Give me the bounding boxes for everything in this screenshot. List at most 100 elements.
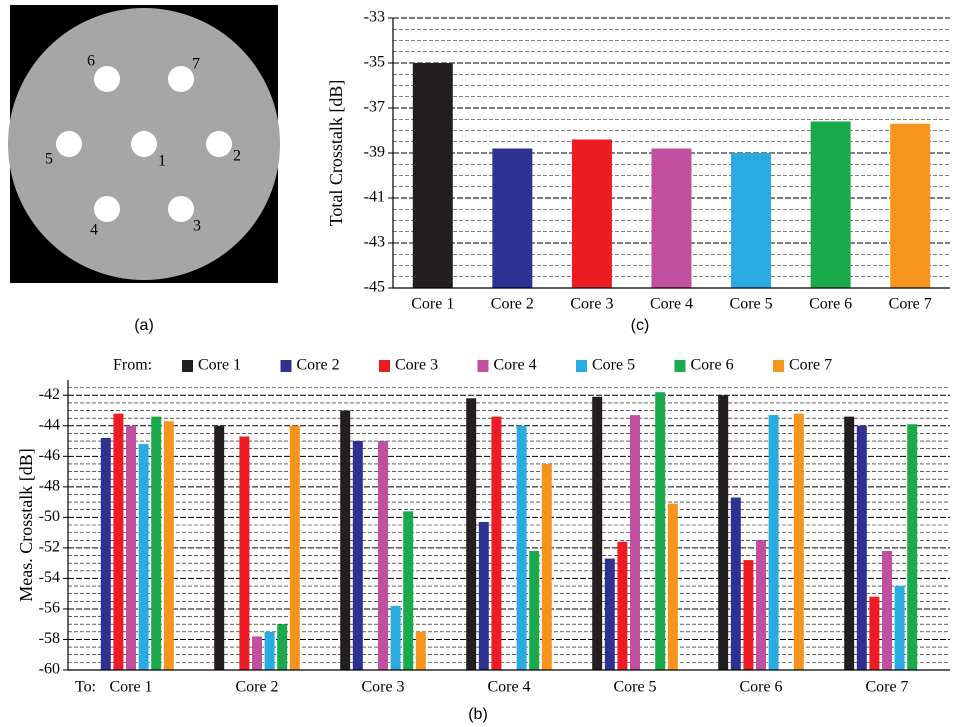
bar <box>605 559 615 670</box>
figure: 1 2 3 4 5 6 7 (a) -45-43-41-39-37-35-33C… <box>0 0 963 727</box>
core <box>131 131 157 157</box>
bar <box>517 426 527 670</box>
x-tick-label: Core 1 <box>109 679 152 696</box>
bar <box>668 504 678 670</box>
y-tick-label: -37 <box>364 99 385 116</box>
core-label: 3 <box>193 218 201 235</box>
core <box>56 131 82 157</box>
x-tick-label: Core 6 <box>739 679 782 696</box>
bar <box>492 149 532 289</box>
y-tick-label: -60 <box>39 661 60 678</box>
bar <box>895 586 905 670</box>
panel-caption: (b) <box>468 706 488 723</box>
fiber-image: 1 2 3 4 5 6 7 <box>8 5 280 283</box>
bar <box>542 464 552 670</box>
legend-label: Core 5 <box>592 357 635 374</box>
bar <box>151 417 161 670</box>
bar <box>857 426 867 670</box>
y-tick-label: -48 <box>39 478 60 495</box>
x-tick-label: Core 4 <box>650 296 693 313</box>
y-tick-label: -50 <box>39 508 60 525</box>
bar <box>126 426 136 670</box>
bar <box>290 426 300 670</box>
bar <box>731 498 741 670</box>
bar <box>652 149 692 289</box>
x-tick-label: Core 5 <box>613 679 656 696</box>
core-label: 2 <box>233 148 241 165</box>
bar <box>252 636 262 670</box>
core <box>206 131 232 157</box>
x-tick-label: Core 7 <box>889 296 932 313</box>
bar <box>756 540 766 670</box>
bar <box>265 632 275 670</box>
bar <box>794 414 804 670</box>
bar <box>844 417 854 670</box>
core-label: 1 <box>158 153 166 170</box>
x-tick-label: Core 4 <box>487 679 530 696</box>
x-prefix: To: <box>75 679 96 696</box>
y-tick-label: -56 <box>39 600 60 617</box>
legend-label: Core 6 <box>691 357 734 374</box>
x-tick-label: Core 7 <box>865 679 908 696</box>
x-tick-label: Core 2 <box>491 296 534 313</box>
bar <box>743 560 753 670</box>
bar <box>416 632 426 670</box>
legend-swatch <box>478 360 489 372</box>
bar <box>617 542 627 670</box>
panel-caption: (c) <box>631 317 650 334</box>
x-tick-label: Core 2 <box>235 679 278 696</box>
bar <box>769 415 779 670</box>
legend-label: Core 4 <box>494 357 537 374</box>
y-axis-label: Total Crosstalk [dB] <box>326 80 346 227</box>
bar <box>378 441 388 670</box>
y-tick-label: -58 <box>39 630 60 647</box>
x-tick-label: Core 5 <box>730 296 773 313</box>
bar <box>592 397 602 670</box>
core <box>94 66 120 92</box>
bar <box>907 424 917 670</box>
y-tick-label: -46 <box>39 447 60 464</box>
bar <box>572 140 612 289</box>
legend-label: Core 7 <box>789 357 832 374</box>
x-tick-label: Core 1 <box>411 296 454 313</box>
core <box>168 66 194 92</box>
bar <box>214 426 224 670</box>
y-tick-label: -39 <box>364 144 385 161</box>
bar <box>239 436 249 670</box>
legend-swatch <box>675 360 686 372</box>
y-tick-label: -43 <box>364 234 385 251</box>
bar <box>413 63 453 288</box>
core-label: 6 <box>87 53 95 70</box>
x-tick-label: Core 6 <box>809 296 852 313</box>
bar <box>139 444 149 670</box>
bar <box>491 417 501 670</box>
y-tick-label: -52 <box>39 539 60 556</box>
bar <box>101 438 111 670</box>
legend-label: Core 3 <box>395 357 438 374</box>
bar <box>655 392 665 670</box>
y-tick-label: -35 <box>364 54 385 71</box>
legend-label: Core 1 <box>198 357 241 374</box>
bar <box>113 414 123 670</box>
y-tick-label: -41 <box>364 189 385 206</box>
y-tick-label: -45 <box>364 279 385 296</box>
legend-swatch <box>576 360 587 372</box>
bar <box>882 551 892 670</box>
y-axis-label: Meas. Crosstalk [dB] <box>16 448 36 601</box>
bar <box>890 124 930 288</box>
legend-swatch <box>281 360 292 372</box>
x-tick-label: Core 3 <box>361 679 404 696</box>
core-label: 7 <box>192 56 200 73</box>
bar <box>277 624 287 670</box>
legend-swatch <box>773 360 784 372</box>
y-tick-label: -42 <box>39 386 60 403</box>
core-label: 4 <box>90 222 98 239</box>
core <box>94 196 120 222</box>
bar <box>403 511 413 670</box>
core-label: 5 <box>45 151 53 168</box>
legend-label: Core 2 <box>297 357 340 374</box>
bar <box>466 398 476 670</box>
legend-swatch <box>379 360 390 372</box>
core <box>168 196 194 222</box>
bar <box>340 411 350 670</box>
